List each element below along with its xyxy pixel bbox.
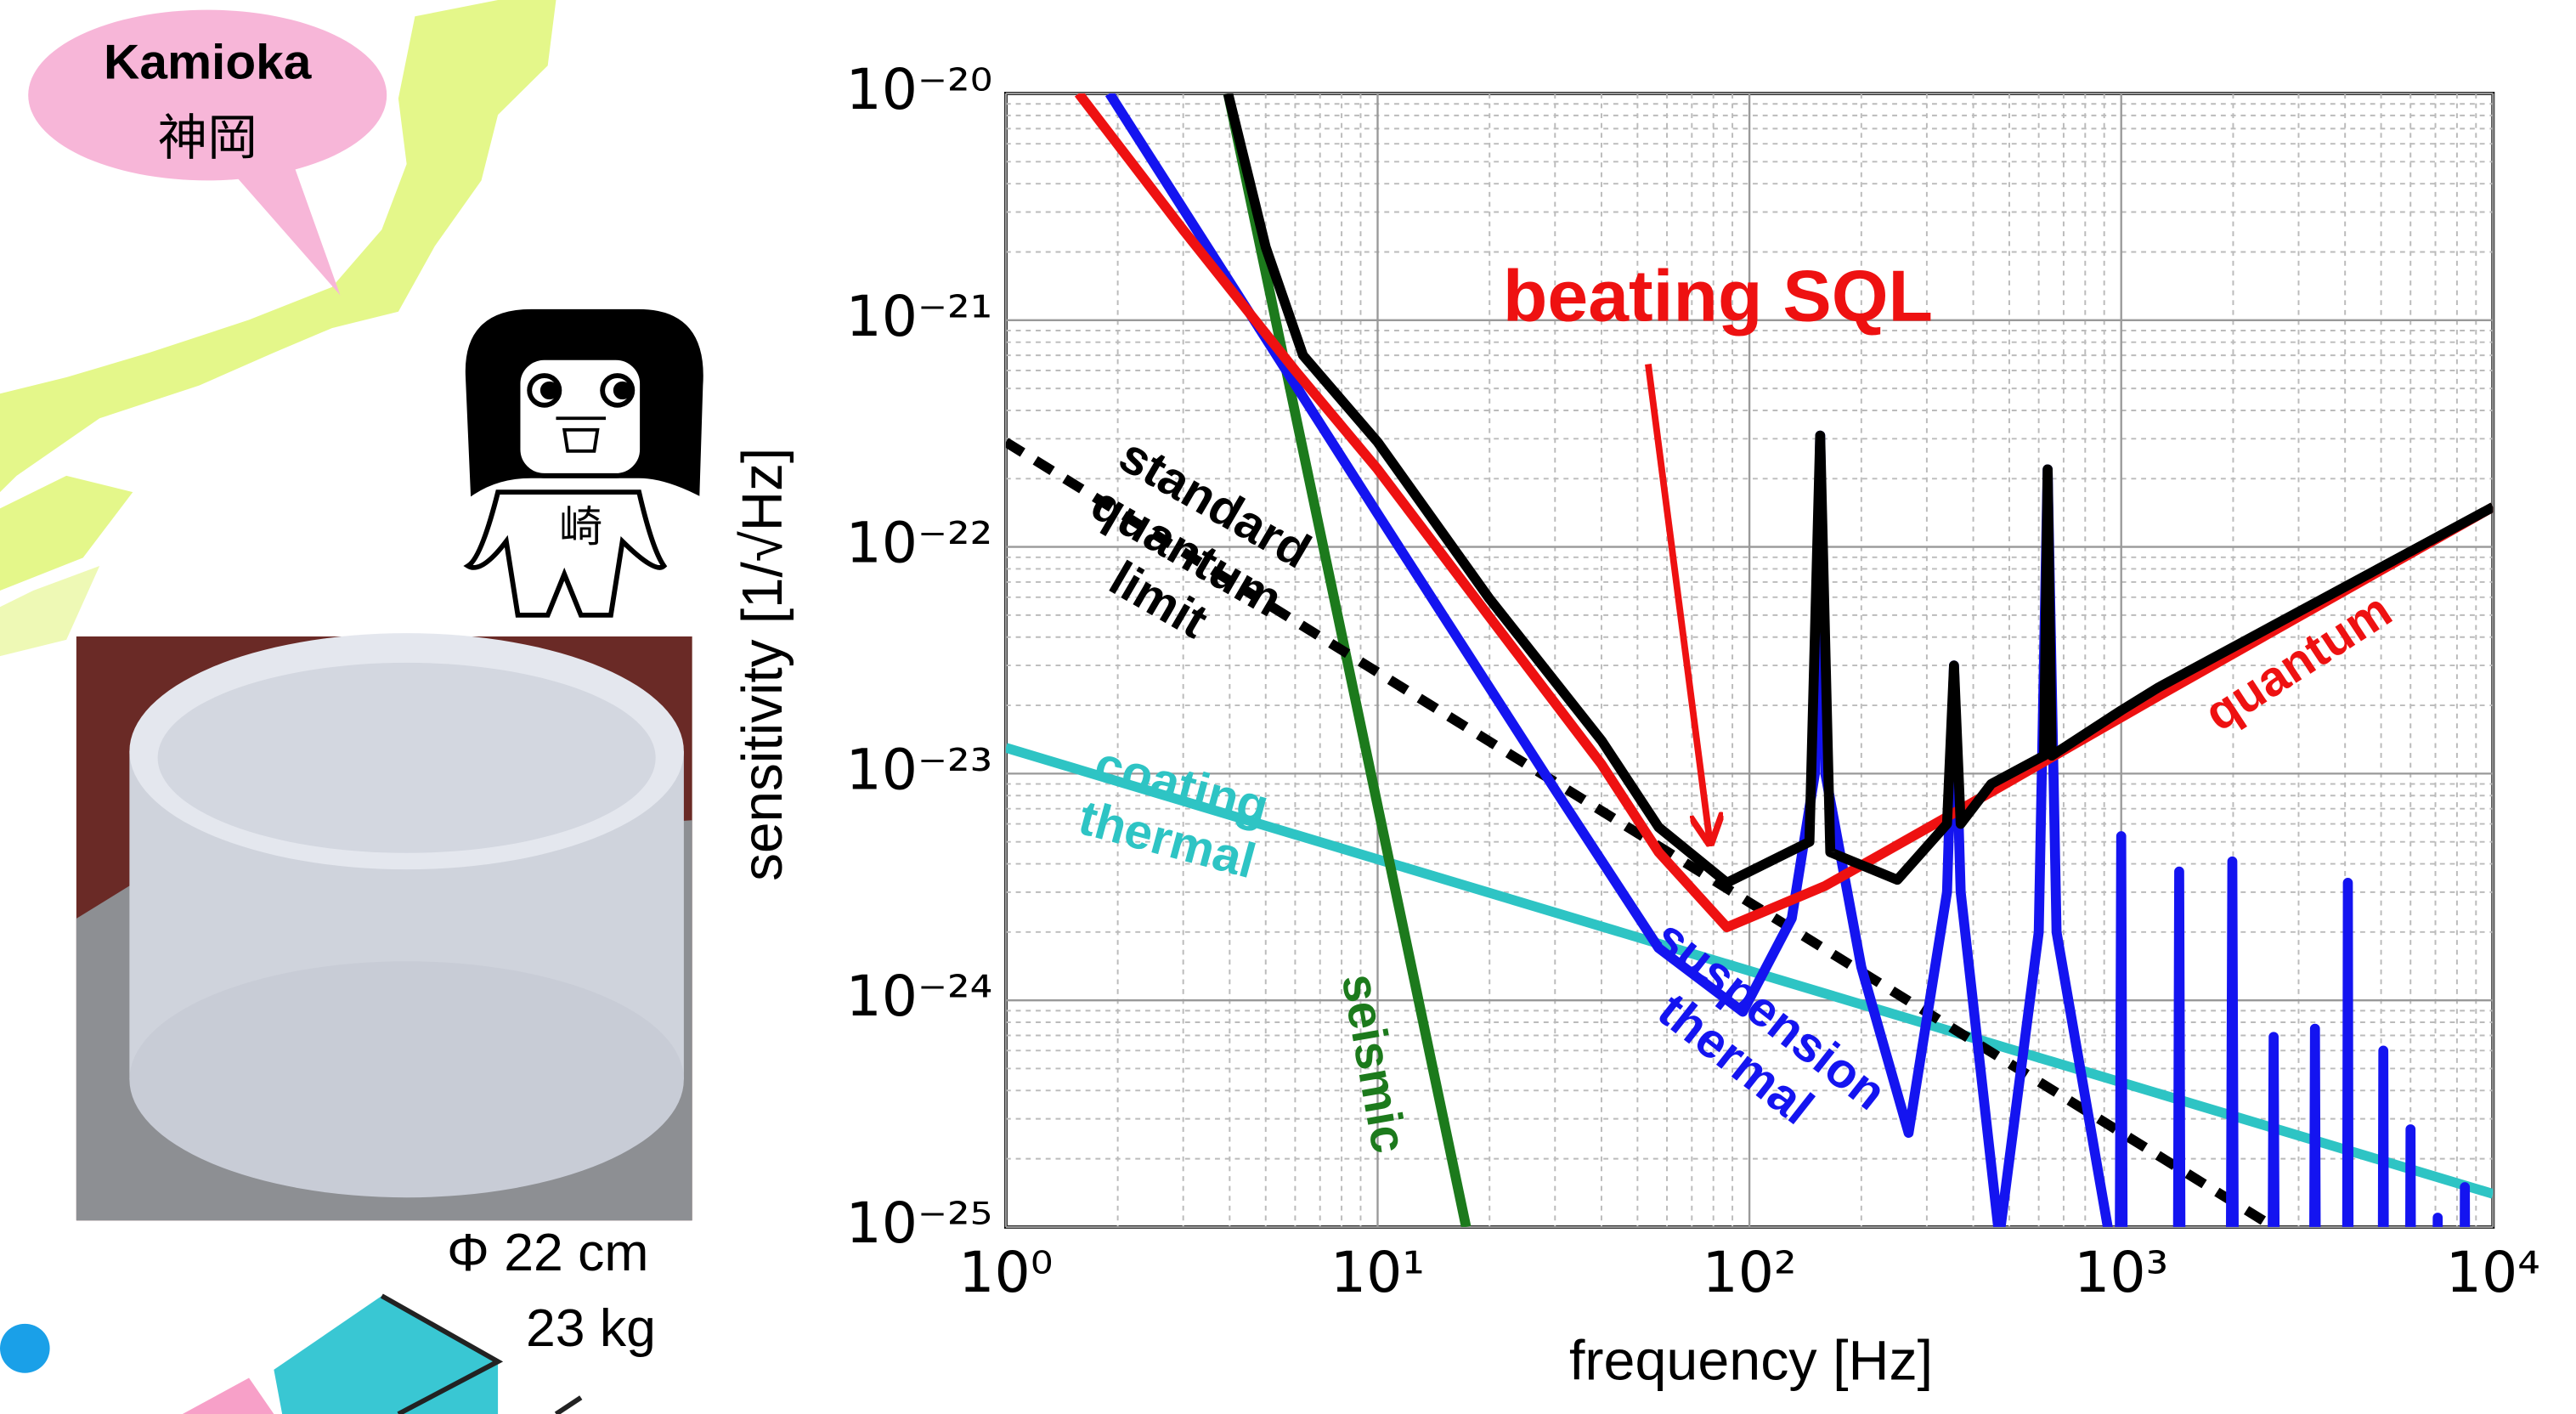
x-tick-label: 10⁴	[2446, 1240, 2540, 1305]
series-line	[1005, 438, 2277, 1227]
y-tick-label: 10⁻²⁰	[845, 57, 992, 122]
character: 崎	[463, 308, 703, 618]
figure-label: 崎	[559, 501, 602, 551]
crystal-icon	[182, 1293, 583, 1414]
y-tick-label: 10⁻²¹	[845, 284, 992, 349]
x-tick-label: 10³	[2074, 1240, 2168, 1305]
y-tick-label: 10⁻²⁴	[845, 964, 992, 1029]
series-label: coatingthermal	[1073, 736, 1276, 889]
series-label: seismic	[1331, 970, 1418, 1157]
y-tick-label: 10⁻²⁵	[845, 1191, 992, 1256]
dot	[0, 1323, 50, 1373]
y-tick-label: 10⁻²³	[845, 738, 992, 803]
speech-bubble: Kamioka 神岡	[28, 9, 387, 296]
series-line	[1005, 743, 2494, 1199]
x-tick-label: 10²	[1703, 1240, 1797, 1305]
annotation-arrow	[1645, 364, 1709, 840]
curves	[1005, 93, 2494, 1227]
series-line	[1074, 93, 2494, 932]
series-line	[1223, 93, 1472, 1227]
bubble-text: Kamioka	[104, 35, 312, 90]
x-tick-label: 10¹	[1330, 1240, 1425, 1305]
grid	[1004, 92, 2494, 1229]
bubble-text: 神岡	[158, 109, 257, 167]
series-label: standardquantumlimit	[1054, 427, 1319, 676]
mirror-photo	[76, 633, 692, 1221]
series-line	[1223, 93, 2494, 888]
japan-map	[0, 0, 556, 657]
mirror-diameter: Φ 22 cm	[447, 1224, 648, 1282]
annotation: beating SQL	[1503, 257, 1933, 337]
x-tick-label: 10⁰	[958, 1240, 1053, 1305]
mirror-mass: 23 kg	[526, 1299, 656, 1358]
y-axis-label: sensitivity [1/√Hz]	[731, 448, 794, 881]
x-axis-label: frequency [Hz]	[1569, 1329, 1933, 1392]
y-tick-label: 10⁻²²	[845, 511, 992, 576]
